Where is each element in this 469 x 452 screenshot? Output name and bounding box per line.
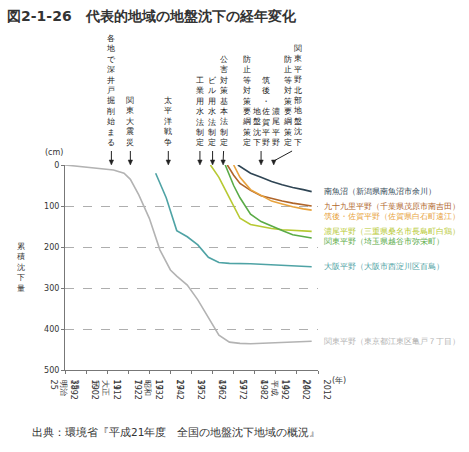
svg-text:図2-1-26 代表的地域の地盤沈下の経年変化: 図2-1-26 代表的地域の地盤沈下の経年変化: [7, 8, 297, 24]
svg-text:1982 57: 1982 57: [238, 380, 268, 400]
svg-text:1922 11: 1922 11: [112, 380, 142, 400]
svg-text:100: 100: [44, 202, 59, 211]
svg-text:関東平野（埼玉県越谷市弥栄町）: 関東平野（埼玉県越谷市弥栄町）: [324, 237, 444, 246]
svg-text:1952 27: 1952 27: [175, 380, 205, 400]
svg-text:1912大正元: 1912大正元: [91, 380, 121, 400]
svg-text:1932昭和7: 1932昭和7: [133, 380, 163, 400]
svg-text:1972 47: 1972 47: [217, 380, 247, 400]
svg-text:(cm): (cm): [45, 148, 63, 157]
svg-text:1942 17: 1942 17: [154, 380, 184, 400]
svg-text:200: 200: [44, 243, 59, 252]
svg-text:累積沈下量: 累積沈下量: [17, 242, 25, 293]
svg-text:各地で深井戸掘削始まる: 各地で深井戸掘削始まる: [106, 34, 116, 147]
svg-text:関東平野（東京都江東区亀戸７丁目）: 関東平野（東京都江東区亀戸７丁目）: [324, 337, 460, 346]
svg-text:大阪平野（大阪市西淀川区百島）: 大阪平野（大阪市西淀川区百島）: [324, 262, 444, 271]
svg-text:筑後・佐賀平野（佐賀県白石町遠江）: 筑後・佐賀平野（佐賀県白石町遠江）: [324, 212, 460, 221]
svg-text:ビル用水法制定: ビル用水法制定: [208, 76, 217, 147]
svg-text:防止等対策要綱策定: 防止等対策要綱策定: [242, 55, 251, 147]
svg-text:防止等対策要綱策定: 防止等対策要綱策定: [283, 55, 292, 147]
svg-text:(年): (年): [332, 376, 346, 385]
svg-text:0: 0: [54, 161, 59, 170]
svg-text:1992平成4: 1992平成4: [259, 380, 289, 400]
svg-text:500: 500: [44, 366, 59, 375]
svg-text:1892明治25: 1892明治25: [49, 380, 79, 400]
svg-text:公害対策基本法制定: 公害対策基本法制定: [220, 55, 228, 147]
svg-text:工業用水法制定: 工業用水法制定: [196, 76, 204, 147]
svg-text:関東大震災: 関東大震災: [126, 96, 134, 147]
svg-text:出典：環境省『平成21年度 全国の地盤沈下地域の概況』: 出典：環境省『平成21年度 全国の地盤沈下地域の概況』: [32, 426, 320, 438]
svg-text:2002 14: 2002 14: [281, 380, 311, 400]
svg-text:400: 400: [44, 325, 59, 334]
svg-text:1902 35: 1902 35: [70, 380, 100, 400]
svg-text:濃尾平野: 濃尾平野: [272, 107, 280, 147]
svg-text:2012 24: 2012 24: [302, 380, 332, 400]
svg-text:九十九里平野（千葉県茂原市南吉田）: 九十九里平野（千葉県茂原市南吉田）: [324, 202, 460, 211]
svg-text:300: 300: [44, 284, 59, 293]
svg-text:筑後・佐賀平野: 筑後・佐賀平野: [262, 76, 270, 147]
svg-text:1962 37: 1962 37: [196, 380, 226, 400]
svg-text:地盤沈下: 地盤沈下: [252, 107, 261, 147]
svg-text:濃尾平野（三重県桑名市長島町白鶏）: 濃尾平野（三重県桑名市長島町白鶏）: [324, 227, 460, 236]
svg-text:関東平野北部地盤沈下: 関東平野北部地盤沈下: [293, 44, 302, 147]
svg-text:南魚沼（新潟県南魚沼市余川）: 南魚沼（新潟県南魚沼市余川）: [324, 187, 436, 196]
svg-text:太平洋戦争: 太平洋戦争: [164, 96, 172, 147]
